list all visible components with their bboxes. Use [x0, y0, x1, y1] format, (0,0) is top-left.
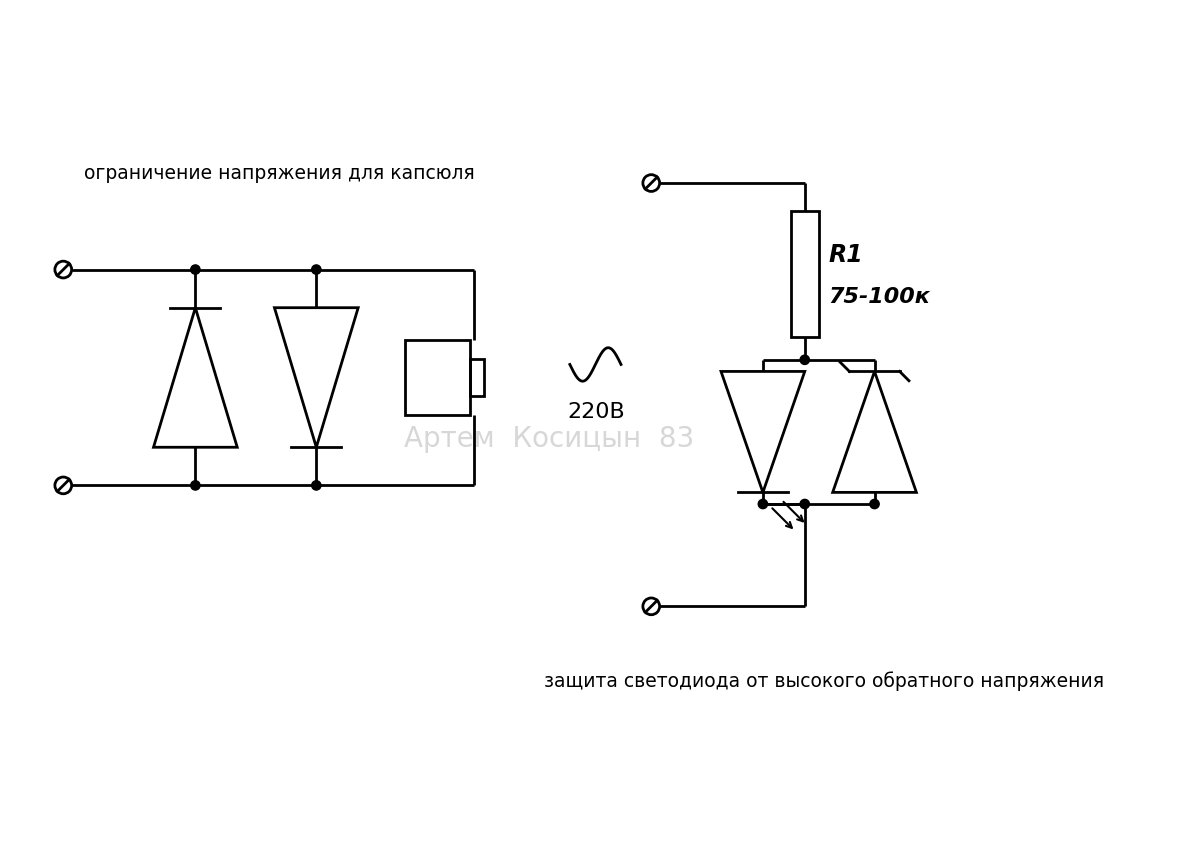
Bar: [791, 211, 818, 337]
Text: R1: R1: [828, 243, 863, 267]
Circle shape: [55, 477, 72, 494]
Text: ограничение напряжения для капсюля: ограничение напряжения для капсюля: [84, 165, 474, 183]
Circle shape: [55, 261, 72, 278]
Circle shape: [758, 499, 768, 509]
Text: защита светодиода от высокого обратного напряжения: защита светодиода от высокого обратного …: [545, 672, 1104, 691]
Text: Артем  Косицын  83: Артем Косицын 83: [403, 425, 694, 453]
Circle shape: [191, 265, 200, 274]
Bar: [404, 340, 470, 415]
Circle shape: [312, 265, 320, 274]
Circle shape: [643, 598, 660, 615]
Circle shape: [800, 355, 810, 365]
Text: 75-100к: 75-100к: [828, 287, 930, 307]
Bar: [470, 359, 484, 396]
Circle shape: [191, 481, 200, 490]
Circle shape: [800, 499, 810, 509]
Circle shape: [643, 175, 660, 192]
Circle shape: [312, 481, 320, 490]
Text: 220В: 220В: [568, 402, 625, 421]
Circle shape: [870, 499, 880, 509]
